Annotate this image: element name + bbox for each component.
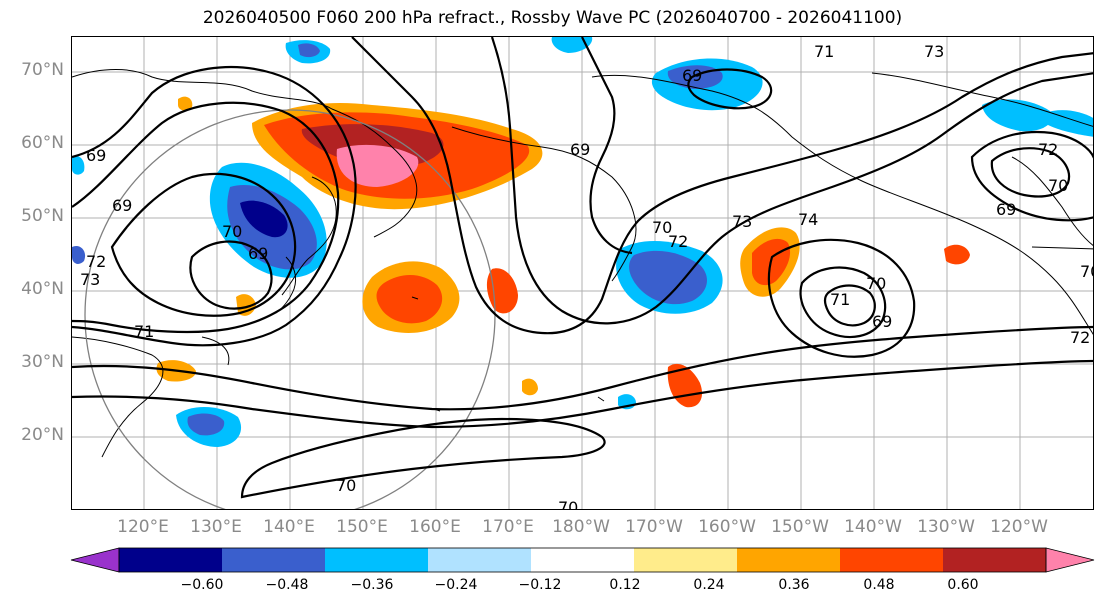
colorbar-segment (428, 548, 532, 572)
lon-label: 130°E (190, 517, 242, 537)
lon-label: 150°E (336, 517, 388, 537)
colorbar-segment (737, 548, 841, 572)
lat-label: 60°N (21, 133, 64, 153)
contour-label: 70 (1048, 176, 1068, 195)
lon-label: 160°E (409, 517, 461, 537)
contour-label: 71 (814, 42, 834, 61)
colorbar (70, 547, 1095, 573)
colorbar-extend-low (70, 547, 120, 573)
lon-label: 140°E (263, 517, 315, 537)
contour-label: 69 (570, 140, 590, 159)
colorbar-tick: −0.36 (350, 577, 394, 593)
lon-label: 160°W (698, 517, 756, 537)
colorbar-tick: 0.36 (778, 577, 810, 593)
colorbar-outline (118, 547, 1047, 573)
contour-label: 73 (80, 270, 100, 289)
coastlines (72, 69, 1093, 458)
colorbar-tick: 0.48 (863, 577, 895, 593)
contour-label: 70 (336, 476, 356, 495)
contour-label: 70 (652, 218, 672, 237)
height-contours (72, 37, 1093, 499)
colorbar-segment (840, 548, 944, 572)
contour-labels: 71 73 69 72 70 69 70 72 73 74 71 70 69 6… (80, 42, 1094, 510)
contour-label: 72 (1038, 140, 1058, 159)
colorbar-tick: −0.60 (180, 577, 224, 593)
colorbar-segment (531, 548, 635, 572)
colorbar-segment (325, 548, 429, 572)
lat-label: 40°N (21, 279, 64, 299)
contour-label: 72 (1070, 328, 1090, 347)
contour-label: 70 (558, 498, 578, 510)
contour-label: 69 (248, 244, 268, 263)
lon-label: 120°E (117, 517, 169, 537)
lon-label: 170°W (625, 517, 683, 537)
lat-label: 50°N (21, 206, 64, 226)
contour-label: 69 (86, 146, 106, 165)
lat-label: 20°N (21, 425, 64, 445)
colorbar-tick: 0.60 (947, 577, 979, 593)
colorbar-tick: 0.24 (693, 577, 725, 593)
colorbar-tick: −0.48 (265, 577, 309, 593)
contour-label: 71 (134, 322, 154, 341)
lon-label: 180°W (552, 517, 610, 537)
contour-label: 71 (830, 290, 850, 309)
colorbar-tick: −0.24 (434, 577, 478, 593)
lat-label: 70°N (21, 60, 64, 80)
lon-label: 130°W (917, 517, 975, 537)
lon-label: 140°W (844, 517, 902, 537)
colorbar-segment (222, 548, 326, 572)
contour-label: 73 (924, 42, 944, 61)
contour-label: 73 (732, 212, 752, 231)
contour-label: 74 (798, 210, 818, 229)
contour-label: 72 (86, 252, 106, 271)
map-title: 2026040500 F060 200 hPa refract., Rossby… (202, 8, 903, 28)
colorbar-tick: −0.12 (518, 577, 562, 593)
lon-label: 170°E (482, 517, 534, 537)
contour-label: 69 (112, 196, 132, 215)
map-panel: 71 73 69 72 70 69 70 72 73 74 71 70 69 6… (71, 36, 1094, 510)
colorbar-segment (634, 548, 738, 572)
contour-label: 70 (222, 222, 242, 241)
contour-label: 69 (872, 312, 892, 331)
lon-label: 120°W (990, 517, 1048, 537)
contour-label: 70 (866, 274, 886, 293)
lat-label: 30°N (21, 352, 64, 372)
colorbar-segment (119, 548, 223, 572)
lon-label: 150°W (771, 517, 829, 537)
contour-label: 72 (668, 232, 688, 251)
contour-label: 69 (682, 66, 702, 85)
contour-label: 69 (996, 200, 1016, 219)
contour-label: 70 (1080, 262, 1094, 281)
colorbar-tick: 0.12 (609, 577, 641, 593)
colorbar-extend-high (1045, 547, 1095, 573)
colorbar-segment (943, 548, 1047, 572)
